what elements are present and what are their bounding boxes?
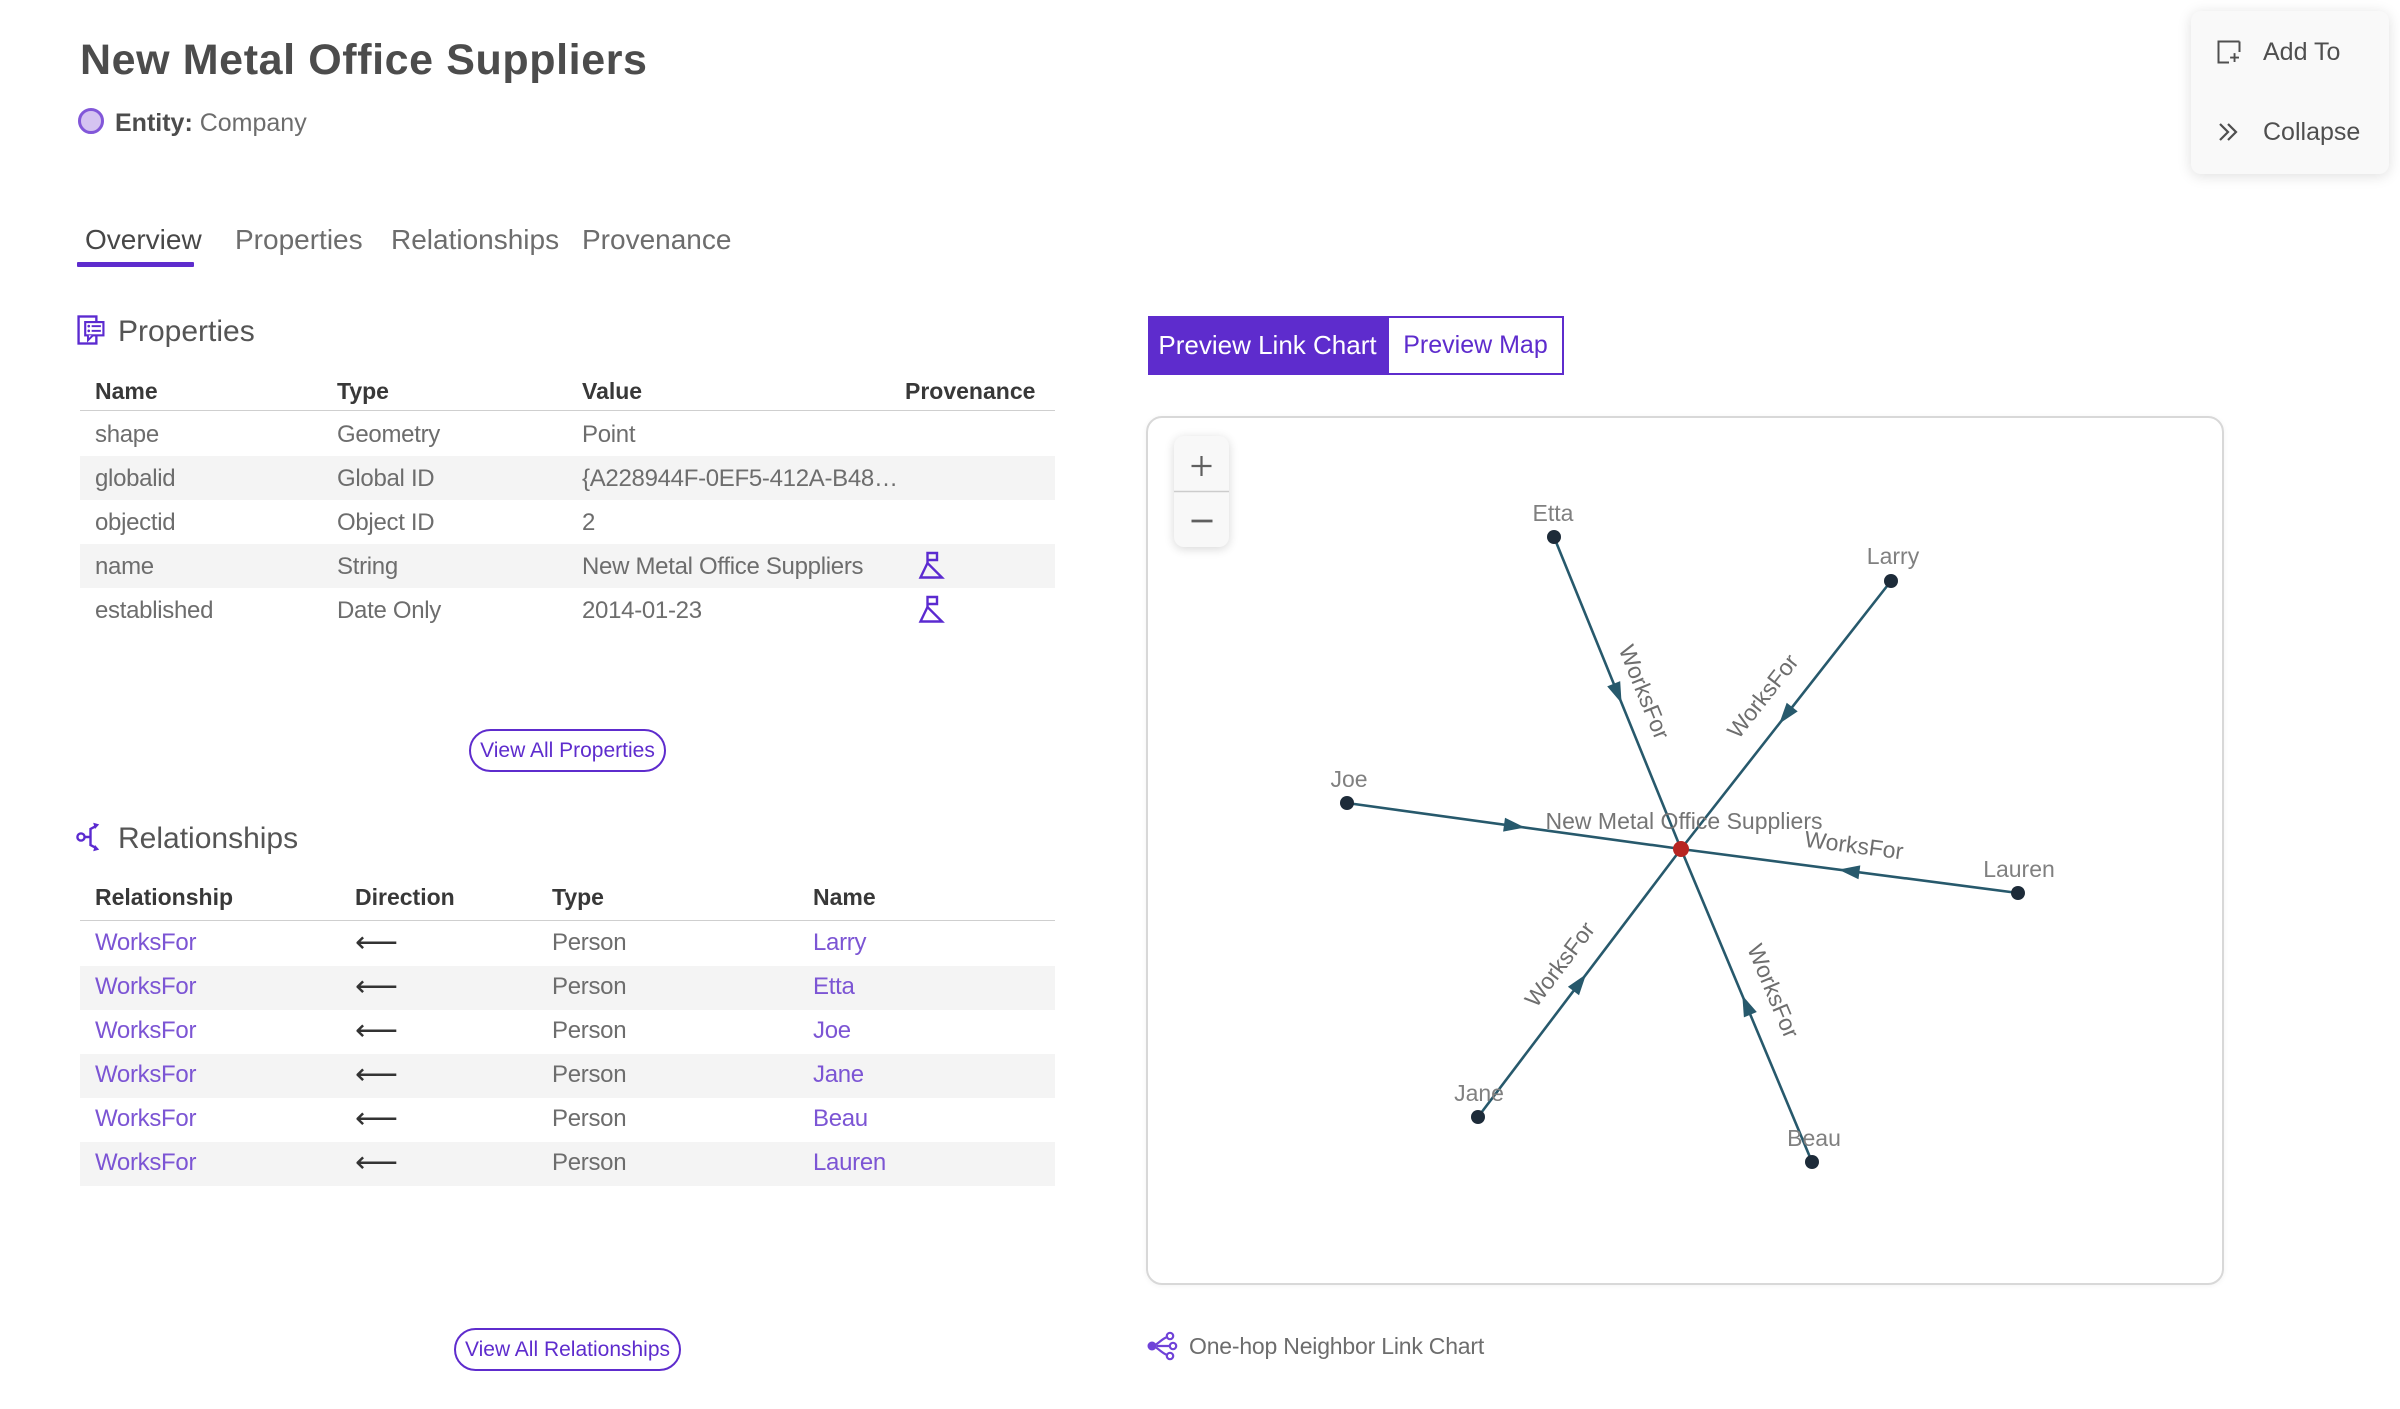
svg-text:Lauren: Lauren <box>1983 856 2055 882</box>
svg-text:Joe: Joe <box>1330 766 1367 792</box>
svg-text:WorksFor: WorksFor <box>1614 641 1676 743</box>
svg-text:WorksFor: WorksFor <box>1742 940 1804 1042</box>
svg-text:Larry: Larry <box>1867 543 1920 569</box>
svg-text:Jane: Jane <box>1454 1080 1504 1106</box>
svg-text:Etta: Etta <box>1533 500 1574 526</box>
svg-text:Beau: Beau <box>1787 1125 1841 1151</box>
svg-text:New Metal Office Suppliers: New Metal Office Suppliers <box>1546 808 1823 834</box>
svg-text:WorksFor: WorksFor <box>1519 916 1600 1011</box>
svg-text:WorksFor: WorksFor <box>1722 649 1804 743</box>
